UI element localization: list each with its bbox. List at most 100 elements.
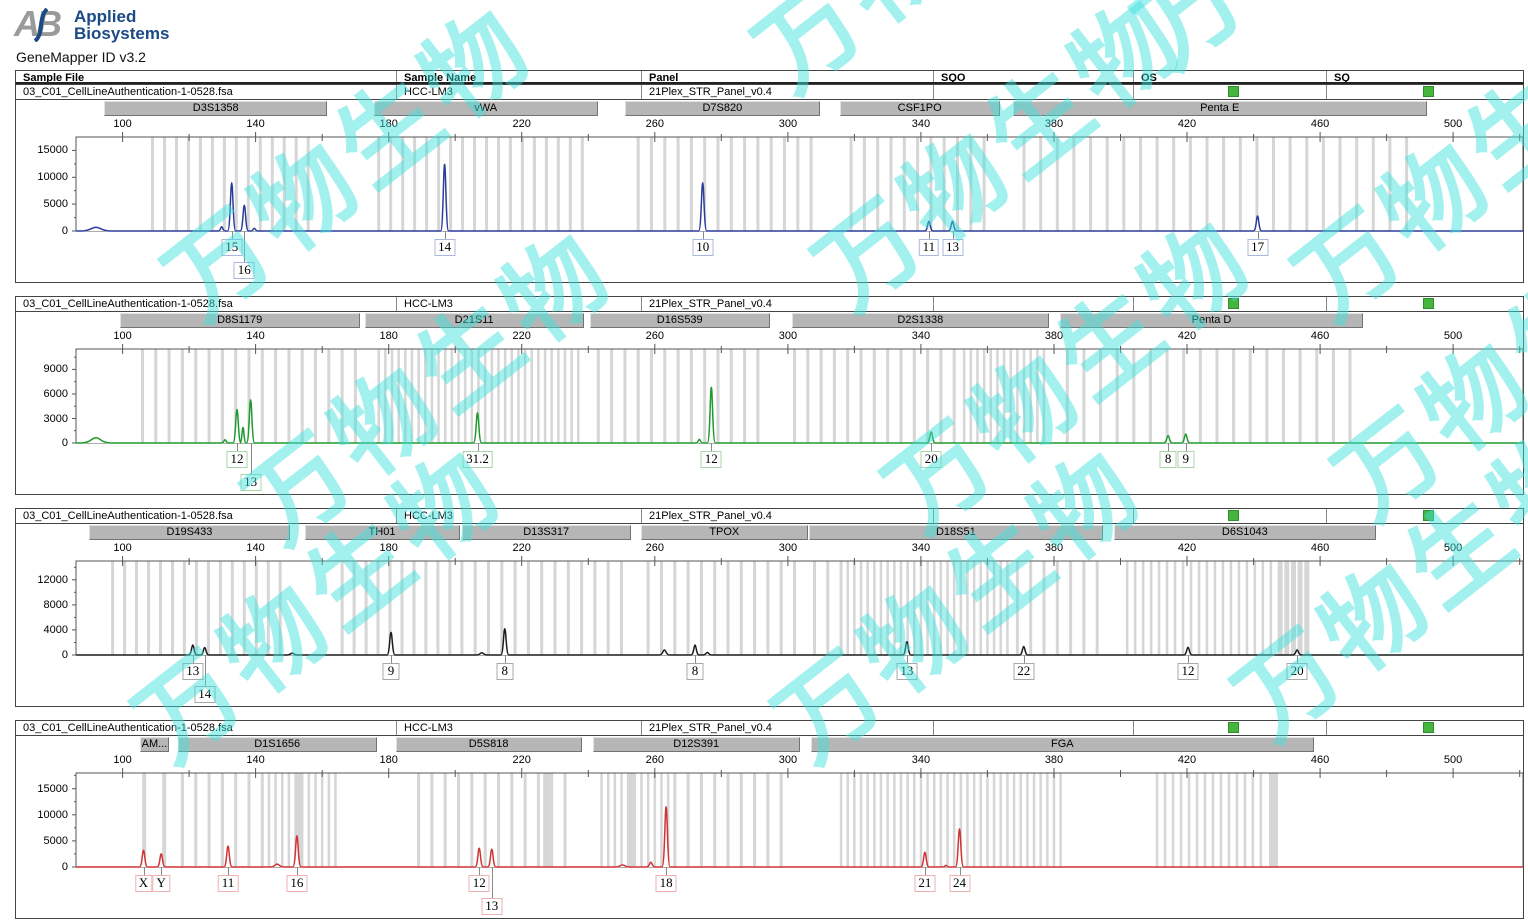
allele-bin [444, 349, 447, 443]
allele-bin [287, 349, 291, 443]
allele-label-11[interactable]: 11 [918, 239, 940, 256]
allele-bin [1032, 773, 1036, 867]
allele-bin [596, 349, 600, 443]
plot-area [72, 344, 1524, 444]
marker-bar-d18s51: D18S51 [808, 525, 1103, 540]
allele-bin [536, 773, 540, 867]
allele-label-8[interactable]: 8 [496, 663, 514, 680]
allele-bin [979, 561, 982, 655]
allele-label-17[interactable]: 17 [1247, 239, 1269, 256]
allele-bin [1255, 137, 1259, 231]
allele-bin [889, 137, 893, 231]
sqo-cell[interactable] [934, 85, 1134, 99]
allele-label-31.2[interactable]: 31.2 [462, 451, 493, 468]
allele-bin [159, 561, 162, 655]
allele-bin [425, 137, 429, 231]
x-axis-tick-label: 140 [246, 118, 265, 130]
sq-cell [1327, 85, 1523, 99]
panel-cell[interactable]: 21Plex_STR_Panel_v0.4 [642, 297, 934, 311]
column-header-sqo: SQO [934, 71, 1134, 82]
allele-bin [756, 349, 760, 443]
allele-bin [1304, 561, 1310, 655]
allele-label-13[interactable]: 13 [942, 239, 963, 256]
sqo-cell[interactable] [934, 297, 1134, 311]
allele-label-13[interactable]: 13 [481, 898, 503, 915]
allele-label-11[interactable]: 11 [217, 875, 239, 892]
sample-name-cell[interactable]: HCC-LM3 [397, 509, 642, 523]
allele-bin [673, 773, 677, 867]
sample-file-cell[interactable]: 03_C01_CellLineAuthentication-1-0528.fsa [16, 721, 397, 735]
allele-bin [568, 137, 572, 231]
sample-name-cell[interactable]: HCC-LM3 [397, 297, 642, 311]
allele-bin [636, 137, 640, 231]
allele-label-24[interactable]: 24 [949, 875, 970, 892]
panel-cell[interactable]: 21Plex_STR_Panel_v0.4 [642, 85, 934, 99]
allele-bin [689, 349, 693, 443]
allele-label-8[interactable]: 8 [1159, 451, 1177, 468]
allele-label-9[interactable]: 9 [1177, 451, 1195, 468]
sample-file-cell[interactable]: 03_C01_CellLineAuthentication-1-0528.fsa [16, 297, 397, 311]
allele-label-22[interactable]: 22 [1013, 663, 1035, 680]
allele-bin [1305, 137, 1309, 231]
allele-bin [111, 561, 115, 655]
allele-bin [517, 349, 520, 443]
sample-name-cell[interactable]: HCC-LM3 [397, 85, 642, 99]
allele-label-13[interactable]: 13 [240, 474, 262, 491]
allele-label-10[interactable]: 10 [692, 239, 714, 256]
sample-row[interactable]: 03_C01_CellLineAuthentication-1-0528.fsa… [16, 297, 1523, 312]
allele-label-12[interactable]: 12 [1177, 663, 1199, 680]
allele-label-12[interactable]: 12 [226, 451, 248, 468]
sample-row[interactable]: 03_C01_CellLineAuthentication-1-0528.fsa… [16, 509, 1523, 524]
allele-bin [1006, 773, 1009, 867]
allele-bin [832, 349, 836, 443]
sq-cell [1327, 721, 1523, 735]
allele-label-14[interactable]: 14 [434, 239, 456, 256]
allele-label-X[interactable]: X [134, 875, 153, 892]
allele-label-20[interactable]: 20 [1286, 663, 1308, 680]
allele-bin [846, 773, 849, 867]
allele-bin [1297, 561, 1303, 655]
allele-bin [550, 773, 554, 867]
allele-label-12[interactable]: 12 [468, 875, 490, 892]
allele-bin [996, 349, 999, 443]
allele-label-16[interactable]: 16 [286, 875, 308, 892]
allele-label-15[interactable]: 15 [221, 239, 243, 256]
sample-file-cell[interactable]: 03_C01_CellLineAuthentication-1-0528.fsa [16, 509, 397, 523]
sqo-cell[interactable] [934, 721, 1134, 735]
allele-bin [210, 137, 214, 231]
sample-row[interactable]: 03_C01_CellLineAuthentication-1-0528.fsa… [16, 85, 1523, 100]
panel-cell[interactable]: 21Plex_STR_Panel_v0.4 [642, 721, 934, 735]
x-axis-tick-label: 140 [246, 542, 265, 554]
allele-label-21[interactable]: 21 [914, 875, 936, 892]
allele-label-12[interactable]: 12 [700, 451, 722, 468]
panel-cell[interactable]: 21Plex_STR_Panel_v0.4 [642, 509, 934, 523]
allele-label-8[interactable]: 8 [686, 663, 704, 680]
sample-name-cell[interactable]: HCC-LM3 [397, 721, 642, 735]
allele-label-14[interactable]: 14 [194, 686, 216, 703]
allele-label-13[interactable]: 13 [896, 663, 918, 680]
allele-bin [916, 137, 920, 231]
allele-bin [207, 773, 211, 867]
allele-label-16[interactable]: 16 [233, 262, 255, 279]
allele-label-13[interactable]: 13 [182, 663, 204, 680]
x-axis-tick-label: 380 [1044, 118, 1064, 130]
os-status-square [1228, 298, 1239, 309]
allele-label-Y[interactable]: Y [152, 875, 170, 892]
allele-bin [384, 349, 387, 443]
allele-bin [1321, 137, 1325, 231]
allele-label-9[interactable]: 9 [382, 663, 400, 680]
sample-row[interactable]: 03_C01_CellLineAuthentication-1-0528.fsa… [16, 721, 1523, 736]
allele-bin [1251, 773, 1255, 867]
allele-bin [473, 561, 477, 655]
allele-bin [1141, 561, 1145, 655]
allele-label-18[interactable]: 18 [655, 875, 677, 892]
allele-bin [1171, 773, 1175, 867]
sqo-cell[interactable] [934, 509, 1134, 523]
allele-bin [513, 561, 517, 655]
sample-file-cell[interactable]: 03_C01_CellLineAuthentication-1-0528.fsa [16, 85, 397, 99]
allele-bin [739, 773, 743, 867]
allele-bin [580, 561, 584, 655]
allele-bin [1172, 137, 1176, 231]
allele-label-20[interactable]: 20 [920, 451, 942, 468]
